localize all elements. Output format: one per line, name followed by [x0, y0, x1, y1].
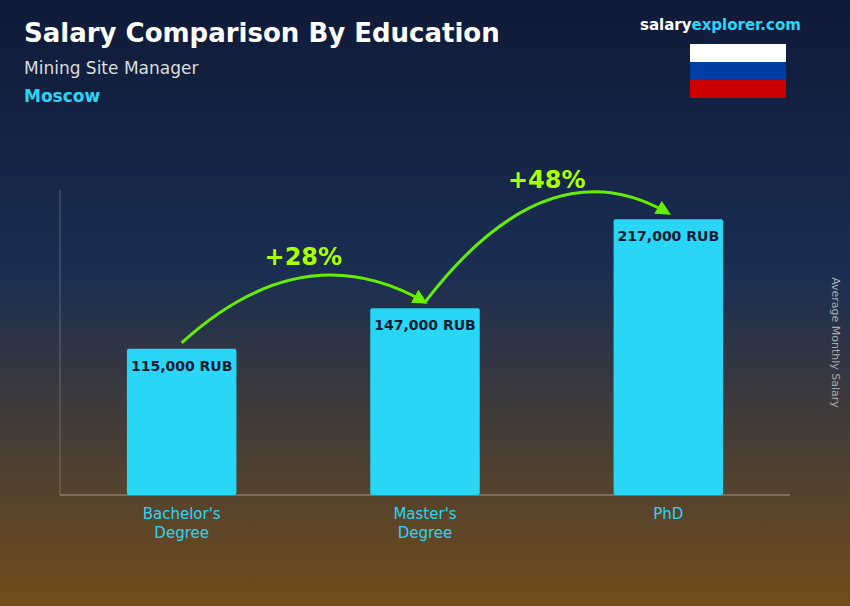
city: Moscow — [24, 86, 100, 106]
flag-stripe — [690, 62, 786, 80]
watermark-part: salary — [640, 16, 692, 34]
y-axis-label: Average Monthly Salary — [829, 277, 842, 408]
watermark-part: explorer.com — [692, 16, 801, 34]
annotation: +28% — [265, 243, 343, 271]
bar — [614, 219, 724, 495]
flag-stripe — [690, 80, 786, 98]
title: Salary Comparison By Education — [24, 18, 500, 48]
bar — [370, 308, 480, 495]
data-label: 217,000 RUB — [618, 228, 719, 244]
bar — [127, 349, 236, 495]
y-axis-line — [60, 190, 61, 495]
flag-stripe — [690, 44, 786, 62]
chart: Salary Comparison By Education Mining Sit… — [0, 0, 850, 606]
data-label: 147,000 RUB — [374, 317, 475, 333]
watermark: salaryexplorer.com — [640, 16, 801, 34]
category-label: Master'sDegree — [393, 505, 456, 542]
background — [0, 0, 850, 606]
subtitle: Mining Site Manager — [24, 58, 198, 78]
annotation-arrow — [182, 275, 425, 343]
bars — [127, 219, 723, 495]
annotation: +48% — [508, 166, 586, 194]
data-label: 115,000 RUB — [131, 358, 232, 374]
annotation-arrow — [425, 192, 668, 302]
category-label: Bachelor'sDegree — [143, 505, 221, 542]
category-label: PhD — [653, 505, 683, 523]
